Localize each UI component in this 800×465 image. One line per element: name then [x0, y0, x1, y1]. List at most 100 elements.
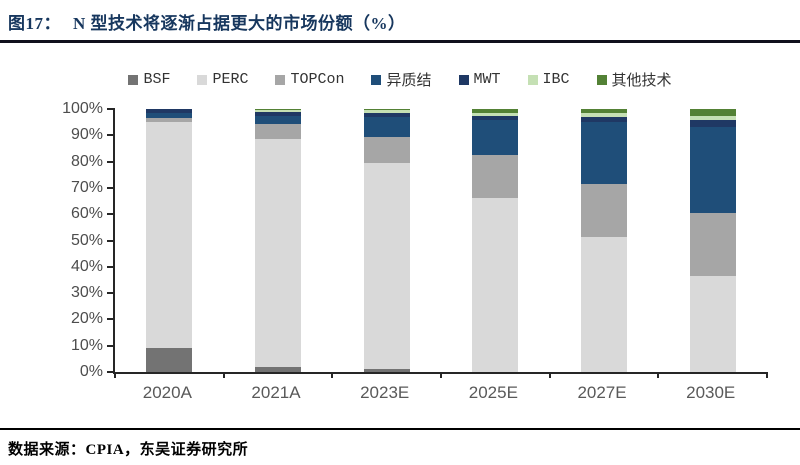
- legend-swatch-icon: [197, 74, 208, 85]
- y-axis-tick: [107, 213, 115, 216]
- bar-segment-BSF: [363, 369, 410, 372]
- legend-label: 其他技术: [611, 73, 672, 90]
- y-axis-tick-label: 20%: [70, 310, 103, 328]
- bar-segment-IBC: [255, 110, 301, 112]
- x-axis-label-2027E: 2027E: [577, 383, 627, 402]
- bar-segment-MWT: [363, 112, 410, 117]
- y-axis-tick-label: 70%: [70, 178, 103, 196]
- figure-title: 图17： N 型技术将逐渐占据更大的市场份额（%）: [8, 9, 406, 34]
- bar-segment-PERC: [146, 122, 193, 349]
- legend-label: TOPCon: [290, 71, 345, 88]
- bar-segment-IBC: [363, 110, 410, 113]
- bar-segment-PERC: [472, 198, 519, 372]
- x-axis-tick: [440, 372, 442, 378]
- legend-swatch-icon: [371, 74, 382, 85]
- bar-segment-TOPCon: [472, 155, 519, 199]
- bar-segment-MWT: [255, 111, 301, 116]
- y-axis-tick-label: 0%: [79, 363, 103, 380]
- bar-segment-IBC: [581, 112, 628, 117]
- bars-container: [115, 109, 767, 372]
- source-note: 数据来源：CPIA，东吴证券研究所: [8, 442, 249, 458]
- legend-item-BSF: BSF: [128, 71, 170, 88]
- y-axis-tick: [107, 265, 115, 268]
- legend-label: MWT: [473, 71, 501, 88]
- stacked-bar-2020A: [146, 109, 193, 372]
- plot-area: 0% 10% 20% 30% 40% 50% 60% 70% 80% 90% 100%: [62, 100, 768, 380]
- legend-item-PERC: PERC: [197, 71, 248, 88]
- bar-segment-其他技术: [363, 109, 410, 111]
- figure-title-text: N 型技术将逐渐占据更大的市场份额（%）: [73, 14, 406, 33]
- bar-segment-异质结: [689, 127, 736, 213]
- bar-segment-异质结: [363, 116, 410, 137]
- y-axis-tick: [107, 344, 115, 347]
- legend: BSF PERC TOPCon 异质结 MWT IBC 其他技术: [0, 69, 800, 90]
- y-axis-tick-label: 90%: [70, 126, 103, 144]
- x-axis-tick: [222, 372, 225, 378]
- x-axis-label-2020A: 2020A: [142, 383, 192, 402]
- legend-label: PERC: [212, 71, 249, 88]
- bar-segment-异质结: [472, 119, 519, 156]
- x-axis-tick: [331, 372, 334, 378]
- y-axis-tick-label: 80%: [70, 152, 103, 170]
- x-axis-label-2030E: 2030E: [686, 383, 736, 402]
- bar-group-2023E: [332, 109, 441, 372]
- bar-segment-MWT: [472, 115, 519, 120]
- x-axis-label-2023E: 2023E: [360, 383, 410, 402]
- bar-segment-TOPCon: [146, 118, 193, 123]
- x-axis-tick: [548, 372, 551, 378]
- bar-segment-MWT: [146, 109, 193, 113]
- legend-swatch-icon: [458, 74, 469, 85]
- bar-group-2030E: [658, 109, 767, 372]
- legend-item-TOPCon: TOPCon: [275, 71, 344, 88]
- y-axis-tick: [107, 160, 115, 163]
- y-axis-tick-label: 60%: [70, 205, 103, 223]
- y-axis-tick: [107, 292, 115, 295]
- stacked-bar-2025E: [472, 109, 519, 372]
- y-axis-tick: [107, 134, 115, 137]
- y-axis-tick-label: 100%: [62, 100, 103, 117]
- bar-segment-TOPCon: [581, 183, 628, 237]
- legend-label: BSF: [143, 71, 171, 88]
- bar-segment-其他技术: [581, 109, 628, 113]
- bar-segment-TOPCon: [363, 136, 410, 163]
- bar-segment-PERC: [255, 139, 301, 367]
- bar-segment-PERC: [581, 236, 628, 372]
- bar-group-2021A: [224, 109, 333, 372]
- legend-swatch-icon: [596, 74, 607, 85]
- legend-swatch-icon: [275, 74, 286, 85]
- x-axis-label-2025E: 2025E: [468, 383, 518, 402]
- figure-number: 图17：: [8, 14, 61, 33]
- bar-segment-异质结: [146, 112, 193, 119]
- bar-segment-MWT: [689, 119, 736, 128]
- x-axis-tick: [657, 372, 660, 378]
- bar-segment-BSF: [255, 366, 301, 372]
- bar-segment-IBC: [689, 115, 736, 120]
- y-axis-tick: [107, 108, 115, 110]
- bar-segment-PERC: [363, 162, 410, 370]
- bar-segment-BSF: [146, 348, 193, 372]
- x-axis-tick: [114, 372, 116, 378]
- legend-item-异质结: 异质结: [371, 69, 432, 90]
- stacked-bar-2030E: [689, 109, 736, 372]
- bar-segment-异质结: [581, 122, 628, 184]
- legend-item-其他技术: 其他技术: [596, 69, 672, 90]
- bar-segment-其他技术: [472, 109, 519, 113]
- y-axis-tick-label: 30%: [70, 284, 103, 302]
- bar-segment-IBC: [472, 112, 519, 116]
- y-axis-tick: [107, 239, 115, 242]
- y-axis-tick-label: 40%: [70, 257, 103, 275]
- stacked-bar-2027E: [581, 109, 628, 372]
- bar-group-2025E: [441, 109, 550, 372]
- stacked-bar-2021A: [255, 109, 301, 372]
- x-axis-tick: [766, 372, 768, 378]
- y-axis-tick: [107, 371, 115, 373]
- bar-group-2020A: [115, 109, 224, 372]
- legend-label: IBC: [542, 71, 570, 88]
- bar-group-2027E: [550, 109, 659, 372]
- x-axis-label-2021A: 2021A: [251, 383, 301, 402]
- x-axis-labels: 2020A 2021A 2023E 2025E 2027E 2030E: [113, 383, 765, 403]
- bar-segment-MWT: [581, 116, 628, 123]
- y-axis-tick-label: 10%: [70, 336, 103, 354]
- bar-segment-其他技术: [255, 109, 301, 111]
- y-axis-tick: [107, 318, 115, 321]
